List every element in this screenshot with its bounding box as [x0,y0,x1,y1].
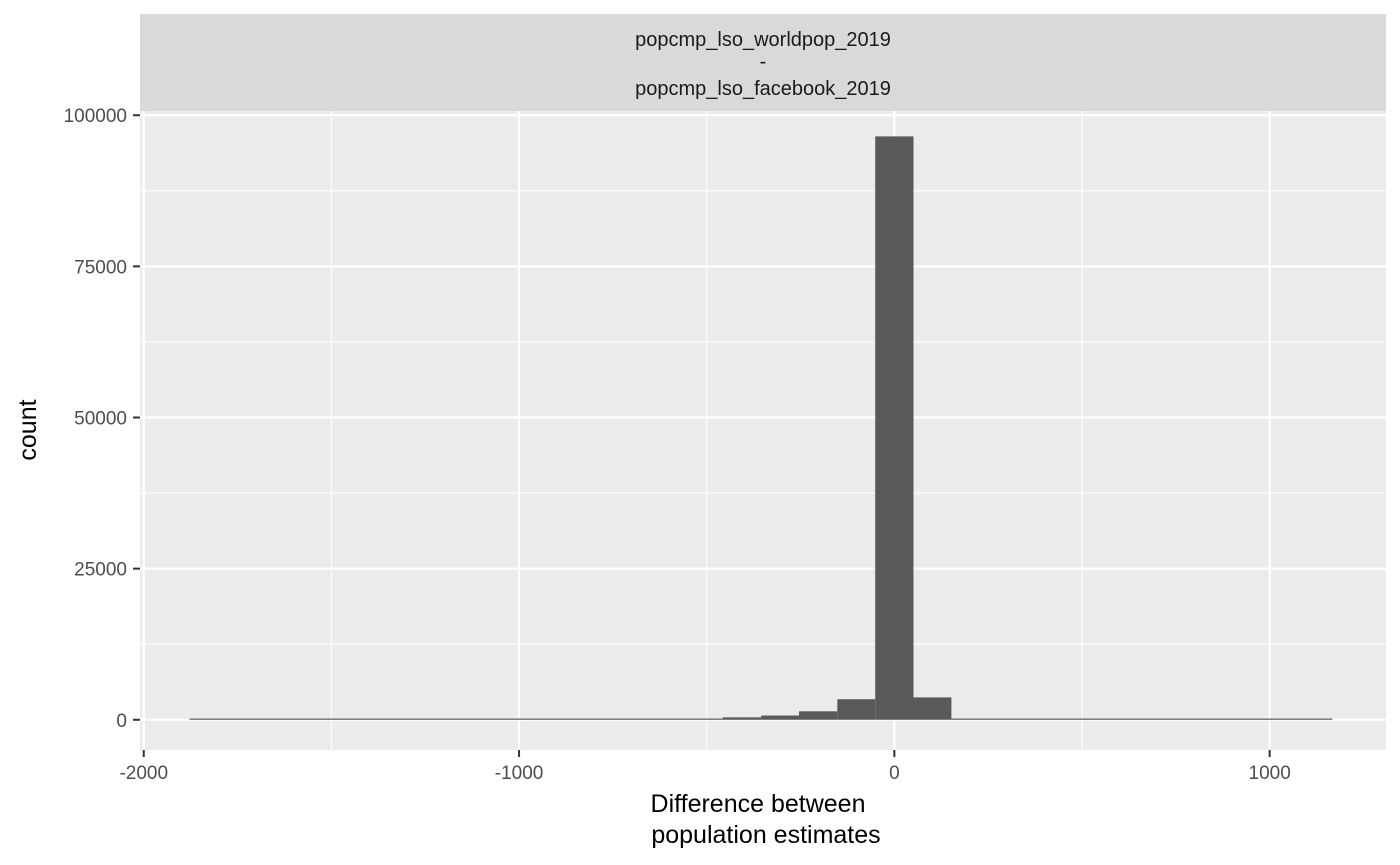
histogram-bar-12 [646,718,685,720]
histogram-bar-3 [304,718,342,720]
histogram-bar-1 [227,718,266,720]
histogram-bar-15 [761,715,800,720]
strip-title-line-3: popcmp_lso_facebook_2019 [635,78,891,100]
x-tick-label: 0 [889,763,900,784]
histogram-bar-24 [1103,718,1143,720]
grid-minor [140,111,1386,750]
histogram-bar-11 [608,718,647,720]
strip-title-line-1: popcmp_lso_worldpop_2019 [635,29,891,51]
histogram-bars [189,136,1333,720]
strip-title-line-2: - [760,51,767,73]
histogram-bar-14 [722,717,762,720]
y-axis: 0 25000 50000 75000 100000 [64,106,140,732]
histogram-bar-19 [913,697,952,720]
histogram-bar-7 [456,718,495,720]
histogram-bar-6 [418,718,457,720]
histogram-bar-2 [265,718,305,720]
y-tick-label: 50000 [74,409,127,430]
y-tick-label: 25000 [74,560,127,581]
histogram-bar-28 [1256,718,1295,720]
histogram-bar-29 [1294,718,1333,720]
x-tick-label: -1000 [495,763,544,784]
x-axis-title-line-2: population estimates [651,821,880,849]
histogram-bar-0 [189,718,228,720]
histogram-bar-23 [1065,718,1104,720]
histogram-bar-25 [1142,718,1180,720]
x-axis-title-line-1: Difference between [651,790,866,818]
histogram-bar-27 [1218,718,1257,720]
histogram-bar-20 [951,718,990,720]
histogram-bar-18 [875,136,914,720]
x-tick-label: 1000 [1249,763,1291,784]
y-tick-label: 100000 [64,106,127,127]
y-axis-title: count [14,399,42,460]
histogram-bar-22 [1027,718,1066,720]
histogram-bar-5 [380,718,419,720]
strip-background [140,14,1386,111]
histogram-bar-9 [532,718,571,720]
x-axis: -2000 -1000 0 1000 [119,750,1291,784]
histogram-bar-21 [989,718,1028,720]
y-tick-label: 75000 [74,257,127,278]
histogram-bar-17 [837,699,876,720]
histogram-bar-4 [341,718,381,720]
histogram-bar-26 [1179,718,1219,720]
x-tick-label: -2000 [119,763,168,784]
plot-panel [140,111,1386,750]
histogram-bar-13 [684,718,723,720]
histogram-bar-10 [570,718,609,720]
histogram-bar-8 [494,718,533,720]
y-tick-label: 0 [116,711,127,732]
histogram-bar-16 [799,711,838,720]
